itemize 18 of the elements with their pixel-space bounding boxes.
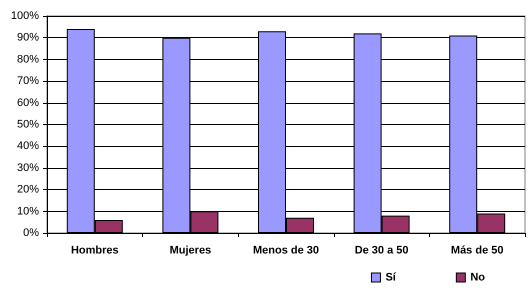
y-tick-label: 80% [16,53,40,66]
y-tick-label: 0% [23,227,40,239]
y-tick-label: 50% [16,118,40,130]
y-tick-label: 40% [16,140,40,152]
x-tick-label: De 30 a 50 [354,244,409,256]
y-tick-label: 20% [16,184,40,196]
y-tick-label: 60% [16,96,40,109]
y-tick-label: 70% [16,75,40,88]
x-tick-label: Mujeres [170,244,212,256]
x-tick-label: Menos de 30 [252,244,320,256]
y-tick-label: 100% [10,10,40,22]
legend-label: Sí [385,272,397,284]
x-tick-label: Más de 50 [450,244,504,256]
y-tick-label: 30% [16,162,40,174]
y-tick-label: 90% [16,32,40,44]
legend-label: No [470,272,486,284]
y-tick-label: 10% [16,205,40,218]
x-tick-label: Hombres [70,244,119,256]
